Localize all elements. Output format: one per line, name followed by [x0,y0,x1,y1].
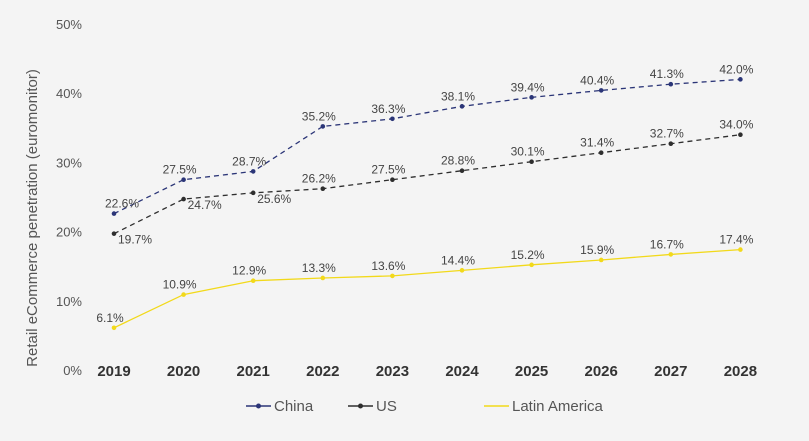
data-point [320,186,326,191]
data-point [529,95,534,100]
data-point [668,252,674,257]
x-tick-label: 2019 [97,363,130,380]
y-axis-title: Retail eCommerce penetration (euromonito… [24,69,41,367]
data-label: 39.4% [511,80,545,94]
data-point [668,81,674,87]
legend-item-us: US [348,398,397,415]
data-label: 10.9% [163,278,197,292]
data-point [111,325,117,331]
data-point [320,124,326,129]
x-tick-label: 2023 [376,363,409,380]
data-point [598,88,604,93]
data-label: 42.0% [719,62,753,76]
data-label: 26.2% [302,172,336,186]
x-tick-label: 2027 [654,363,687,380]
legend-label: US [376,398,397,415]
data-label: 25.6% [257,192,291,206]
y-tick-label: 0% [63,363,82,378]
data-label: 27.5% [163,163,197,177]
data-point [738,77,743,82]
data-point [181,177,186,182]
y-tick-label: 30% [56,155,82,170]
data-label: 12.9% [232,264,266,278]
data-point [459,104,465,109]
data-label: 40.4% [580,73,614,87]
y-tick-label: 50% [56,17,82,32]
legend-marker [256,403,261,409]
data-point [181,292,186,297]
data-point [529,159,534,165]
y-tick-label: 10% [56,294,82,309]
data-point [459,268,465,273]
data-point [390,177,395,182]
data-point [598,257,604,263]
data-label: 28.8% [441,154,475,168]
y-tick-label: 20% [56,225,82,240]
data-label: 15.2% [511,248,545,262]
data-label: 31.4% [580,136,614,150]
data-label: 41.3% [650,67,684,81]
data-point [320,275,326,281]
data-label: 24.7% [188,198,222,212]
data-label: 13.6% [371,259,405,273]
x-tick-label: 2022 [306,363,339,380]
data-label: 13.3% [302,261,336,275]
data-label: 17.4% [719,233,753,247]
legend-item-china: China [246,398,314,415]
y-tick-label: 40% [56,86,82,101]
data-point [250,278,256,284]
data-point [111,211,117,216]
data-point [529,262,534,268]
data-point [390,116,395,122]
data-label: 6.1% [96,311,124,325]
data-point [598,150,604,156]
series-line [113,248,741,329]
x-tick-label: 2021 [237,363,270,380]
data-point [111,231,117,236]
data-label: 27.5% [371,163,405,177]
series-china: 22.6% 27.5% 28.7% 35.2% 36.3% 38.1% 39.4% 40.4%… [105,62,754,216]
x-tick-label: 2025 [515,363,548,380]
data-label: 15.9% [580,243,614,257]
data-point [738,132,743,138]
data-point [181,196,186,202]
data-label: 38.1% [441,89,475,103]
series-us: 19.7% 24.7% 25.6% 26.2% 27.5% 28.8% 30.1% 31.4%… [111,118,754,247]
series-latin-america: 6.1% 10.9% 12.9% 13.3% 13.6% 14.4% 15.2% 15.9% 1… [96,233,754,331]
x-tick-label: 2020 [167,363,200,380]
data-point [738,247,743,252]
data-label: 16.7% [650,237,684,251]
series-line [113,78,741,215]
data-label: 28.7% [232,154,266,168]
data-label: 22.6% [105,197,139,211]
x-tick-label: 2028 [724,363,757,380]
legend-label: Latin America [512,398,604,415]
data-point [250,190,256,196]
x-tick-label: 2026 [585,363,618,380]
data-label: 35.2% [302,109,336,123]
data-label: 19.7% [118,233,152,247]
legend-item-latin-america: Latin America [484,398,604,415]
legend-label: China [274,398,314,415]
data-point [250,169,256,174]
data-point [459,168,465,174]
data-label: 30.1% [511,145,545,159]
data-label: 34.0% [719,118,753,132]
x-tick-label: 2024 [445,363,479,380]
data-label: 14.4% [441,253,475,267]
data-label: 32.7% [650,127,684,141]
series-line [113,134,741,235]
legend-marker [358,403,363,409]
data-point [390,273,395,279]
data-point [668,141,674,147]
data-label: 36.3% [371,102,405,116]
